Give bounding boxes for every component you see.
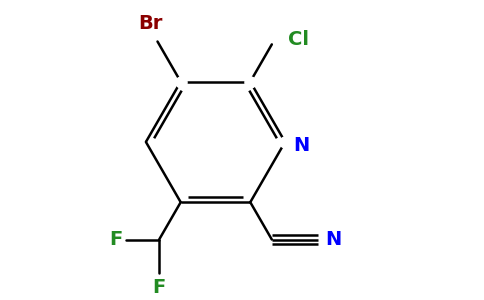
Text: N: N xyxy=(293,136,310,155)
Text: Cl: Cl xyxy=(288,30,309,49)
Text: F: F xyxy=(152,278,166,297)
Text: F: F xyxy=(109,230,123,249)
Text: Br: Br xyxy=(139,14,163,33)
Text: N: N xyxy=(325,230,341,249)
